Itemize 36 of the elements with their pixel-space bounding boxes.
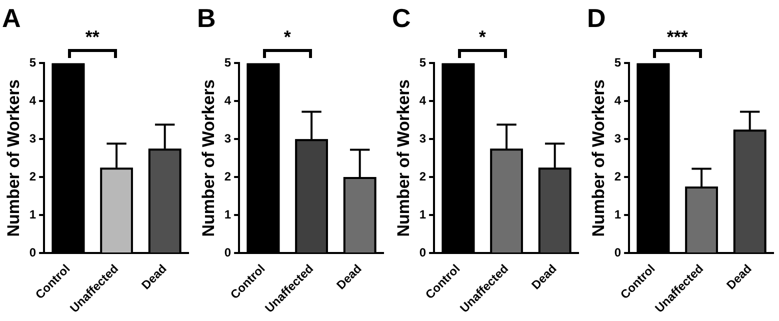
y-tick-label: 3 <box>614 131 622 146</box>
y-tick-label: 0 <box>614 245 622 260</box>
text: * <box>284 27 291 48</box>
y-tick-label: 5 <box>224 56 232 70</box>
y-tick-label: 3 <box>419 131 426 146</box>
y-tick-label: 0 <box>29 245 36 260</box>
y-tick-label: 2 <box>224 169 232 184</box>
y-tick-label: 3 <box>224 131 232 146</box>
y-tick-label: 1 <box>29 207 36 222</box>
y-axis-title: Number of Workers <box>198 79 218 237</box>
y-tick-label: 4 <box>614 93 622 108</box>
chart-title: C <box>392 2 411 33</box>
chart-title: D <box>587 2 606 33</box>
y-tick-label: 1 <box>224 207 232 222</box>
chart-title: B <box>197 2 216 33</box>
y-tick-label: 4 <box>29 93 36 108</box>
y-axis-title: Number of Workers <box>588 79 608 237</box>
text: ** <box>85 27 100 48</box>
y-tick-label: 5 <box>29 56 36 70</box>
y-axis-title: Number of Workers <box>4 79 23 237</box>
y-axis-title: Number of Workers <box>394 79 413 237</box>
y-tick-label: 0 <box>419 245 426 260</box>
y-tick-label: 1 <box>419 207 426 222</box>
y-tick-label: 2 <box>29 169 36 184</box>
chart-title: A <box>2 2 21 33</box>
y-tick-label: 1 <box>614 207 622 222</box>
text: * <box>478 27 486 48</box>
text: *** <box>666 27 688 48</box>
y-tick-label: 4 <box>224 93 232 108</box>
y-tick-label: 5 <box>614 56 622 70</box>
y-tick-label: 2 <box>419 169 426 184</box>
y-tick-label: 2 <box>614 169 622 184</box>
y-tick-label: 3 <box>29 131 36 146</box>
y-tick-label: 0 <box>224 245 232 260</box>
y-tick-label: 4 <box>419 93 426 108</box>
y-tick-label: 5 <box>419 56 426 70</box>
